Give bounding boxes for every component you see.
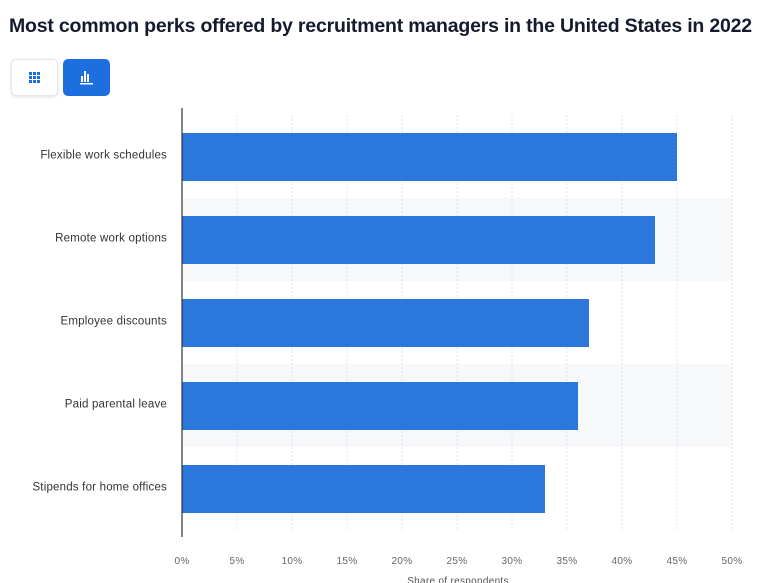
bar: [182, 216, 655, 264]
tick-label: 50%: [722, 556, 743, 567]
tick-label: 20%: [392, 556, 413, 567]
bar: [182, 133, 677, 181]
chart-title: Most common perks offered by recruitment…: [9, 15, 752, 37]
tick-label: 45%: [667, 556, 688, 567]
table-view-button[interactable]: [11, 59, 58, 96]
grid-icon: [29, 72, 40, 83]
tick-label: 40%: [612, 556, 633, 567]
tick-label: 35%: [557, 556, 578, 567]
tick-label: 30%: [502, 556, 523, 567]
tick-label: 25%: [447, 556, 468, 567]
tick-label: 5%: [229, 556, 244, 567]
category-label: Employee discounts: [60, 316, 167, 328]
tick-label: 15%: [337, 556, 358, 567]
category-label: Stipends for home offices: [32, 482, 167, 494]
tick-label: 0%: [174, 556, 189, 567]
x-axis-title: Share of respondents: [407, 576, 509, 583]
bar: [182, 299, 589, 347]
category-label: Paid parental leave: [65, 399, 167, 411]
bar: [182, 465, 545, 513]
chart-view-button[interactable]: [63, 59, 110, 96]
bar-chart: Flexible work schedules Remote work optio…: [32, 108, 743, 583]
category-label: Remote work options: [55, 233, 167, 245]
bar: [182, 382, 578, 430]
category-label: Flexible work schedules: [40, 150, 167, 162]
bar-chart-icon: [80, 71, 93, 85]
tick-label: 10%: [282, 556, 303, 567]
